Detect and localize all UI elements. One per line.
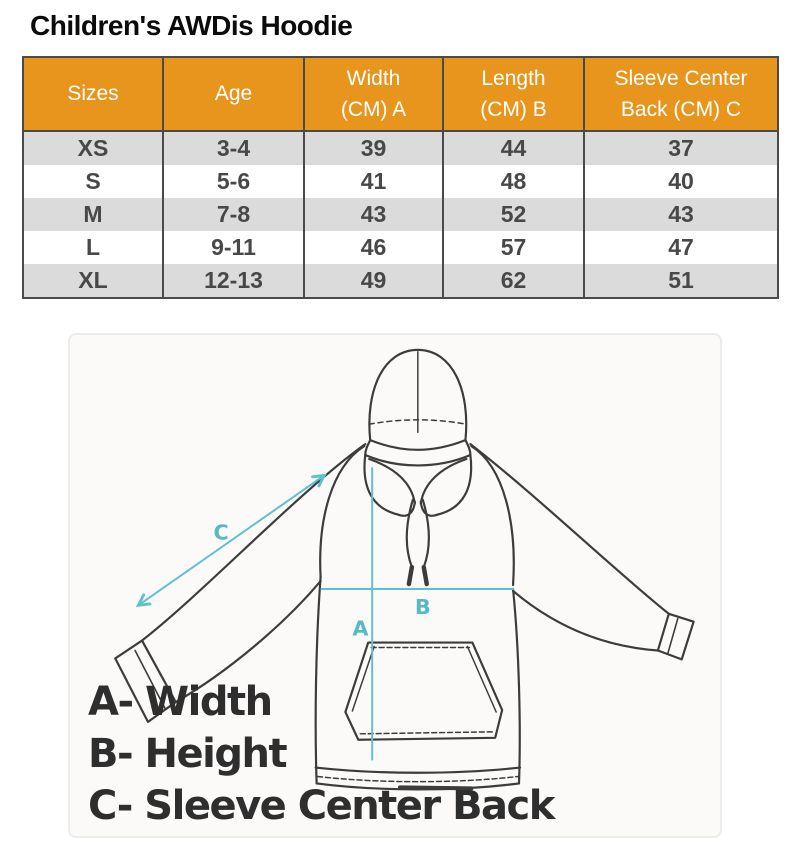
left-sleeve-top (140, 443, 367, 642)
cell-width: 39 (303, 131, 444, 165)
hood-brim-right (464, 439, 472, 457)
left-cuff (114, 639, 177, 724)
pocket-stitch-bottom (359, 731, 494, 735)
cell-age: 12-13 (162, 264, 305, 298)
pocket-stitch-right (466, 645, 497, 713)
hood-dome (368, 348, 468, 442)
cell-width: 46 (303, 231, 444, 264)
cell-size: L (22, 231, 164, 264)
hood-brim-left (364, 439, 372, 457)
hood-bib-right (436, 453, 473, 516)
hood-brim-upper-lip (369, 439, 467, 451)
hem-top (314, 766, 522, 774)
col-header-length: Length (CM) B (442, 57, 585, 132)
right-sleeve-top (469, 443, 670, 615)
header-row: Sizes Age Width (CM) A Length (CM) B Sleev… (22, 57, 779, 132)
drawstring-right-tip (421, 564, 429, 587)
cell-length: 52 (442, 198, 585, 231)
right-armhole-seam (470, 445, 515, 587)
col-header-age: Age (162, 57, 305, 132)
cell-sleeve: 43 (583, 198, 779, 231)
measure-c-label: C (213, 520, 228, 544)
cell-length: 44 (442, 131, 585, 165)
cell-sleeve: 51 (583, 264, 779, 298)
cell-age: 3-4 (162, 131, 305, 165)
legend-sleeve-center-back: C- Sleeve Center Back (88, 783, 555, 829)
page-title: Children's AWDis Hoodie (30, 10, 353, 41)
cell-sleeve: 37 (583, 131, 779, 165)
hem-stitch (316, 775, 519, 783)
hood-opening-left (368, 457, 416, 505)
cell-length: 62 (442, 264, 585, 298)
hood-brim-lower-lip (364, 453, 472, 467)
left-cuff-rib (134, 649, 166, 709)
cell-length: 48 (442, 165, 585, 198)
body-right-seam (511, 587, 521, 785)
cell-size: XL (22, 264, 164, 298)
hoodie-illustration: A B C (114, 348, 695, 791)
right-cuff-rib (667, 617, 679, 655)
drawstring-left (405, 498, 414, 569)
pocket-stitch-left (351, 645, 375, 712)
col-header-sleeve: Sleeve Center Back (CM) C (583, 57, 779, 132)
measurement-lines (135, 466, 515, 761)
cell-age: 9-11 (162, 231, 305, 264)
cell-length: 57 (442, 231, 585, 264)
table-row: XS 3-4 39 44 37 (22, 131, 779, 165)
drawstring-right (421, 498, 430, 569)
col-header-sizes: Sizes (22, 57, 164, 132)
cell-age: 5-6 (162, 165, 305, 198)
cell-size: M (22, 198, 164, 231)
table-row: XL 12-13 49 62 51 (22, 264, 779, 298)
right-sleeve-bottom (511, 589, 659, 652)
hood-bib-left (363, 453, 400, 516)
table-row: M 7-8 43 52 43 (22, 198, 779, 231)
body-left-seam (314, 575, 322, 785)
cell-width: 43 (303, 198, 444, 231)
hood-opening-right (419, 457, 468, 505)
measure-c-line (135, 473, 327, 608)
cell-age: 7-8 (162, 198, 305, 231)
table-row: L 9-11 46 57 47 (22, 231, 779, 264)
legend-width: A- Width (88, 679, 273, 725)
size-chart-table: Sizes Age Width (CM) A Length (CM) B Sleev… (22, 56, 779, 299)
cell-width: 49 (303, 264, 444, 298)
left-armhole-seam (319, 445, 366, 579)
hem-center-band (397, 785, 474, 791)
col-header-width: Width (CM) A (303, 57, 444, 132)
hoodie-diagram: A B C A- Width B- Height C- Sleeve Cente… (68, 333, 722, 838)
cell-width: 41 (303, 165, 444, 198)
cell-size: XS (22, 131, 164, 165)
measure-a-label: A (352, 617, 369, 641)
measure-b-label: B (415, 595, 431, 619)
cell-size: S (22, 165, 164, 198)
cell-sleeve: 40 (583, 165, 779, 198)
drawstring-left-tip (406, 564, 415, 587)
legend-height: B- Height (88, 731, 288, 777)
right-cuff (656, 612, 695, 661)
cell-sleeve: 47 (583, 231, 779, 264)
table-row: S 5-6 41 48 40 (22, 165, 779, 198)
pocket-outline (344, 641, 504, 741)
hoodie-outline (114, 348, 695, 791)
hood-stitch-seam (368, 419, 468, 426)
